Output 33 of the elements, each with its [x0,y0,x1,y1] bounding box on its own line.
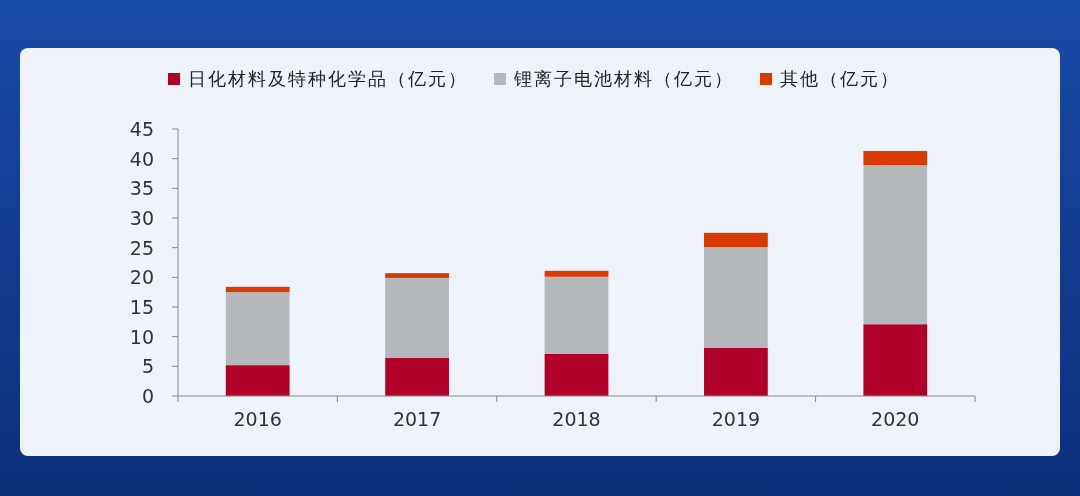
y-tick-label: 40 [129,147,154,170]
y-tick-label: 45 [129,118,154,140]
y-tick-label: 20 [129,266,154,289]
bar [704,247,768,348]
x-tick-label: 2016 [233,408,282,430]
bar [225,292,290,366]
bar [704,347,768,396]
legend-label: 其他（亿元） [780,68,900,89]
y-tick-label: 35 [129,177,154,200]
y-tick-label: 0 [141,385,154,407]
bar [704,232,768,248]
legend-label: 锂离子电池材料（亿元） [513,68,734,89]
bar [863,150,928,166]
y-tick-label: 10 [129,325,154,348]
bar [863,324,928,396]
y-tick-label: 30 [129,207,154,229]
bar [225,365,290,396]
bar [385,277,449,359]
x-tick-label: 2018 [552,408,601,430]
bar [544,276,609,354]
bar [385,358,449,396]
bar [225,286,290,293]
y-tick-label: 25 [129,236,154,259]
bar [544,353,609,396]
x-tick-label: 2020 [871,408,920,430]
y-tick-label: 15 [129,296,154,318]
bar [544,270,609,277]
bar [385,273,449,278]
legend-label: 日化材料及特种化学品（亿元） [188,68,468,89]
x-tick-label: 2019 [711,408,761,430]
y-tick-label: 5 [141,355,154,378]
bar [863,165,928,325]
x-tick-label: 2017 [392,408,442,430]
